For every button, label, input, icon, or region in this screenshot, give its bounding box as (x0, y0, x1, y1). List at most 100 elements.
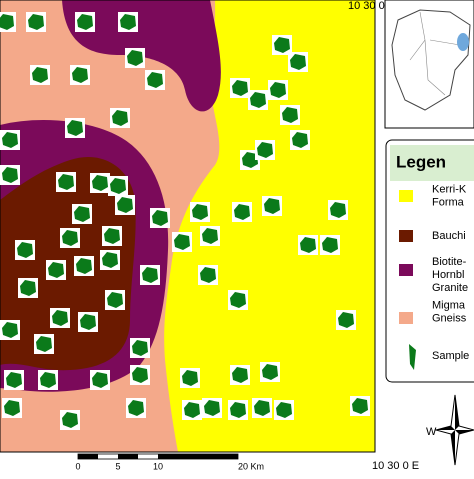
sample-marker (257, 142, 273, 158)
sample-marker (48, 262, 64, 278)
legend-label: Bauchi (432, 230, 466, 242)
legend-swatch (399, 190, 413, 202)
sample-marker (102, 252, 118, 268)
sample-marker (128, 400, 144, 416)
legend-label: Migma (432, 299, 466, 311)
sample-marker (192, 204, 208, 220)
country-outline (391, 9, 471, 111)
sample-marker (2, 322, 18, 338)
sample-marker (322, 237, 338, 253)
sample-marker (4, 400, 20, 416)
sample-marker (120, 14, 136, 30)
sample-marker (200, 267, 216, 283)
sample-marker (232, 80, 248, 96)
sample-marker (204, 400, 220, 416)
sample-marker (234, 204, 250, 220)
sample-marker (352, 398, 368, 414)
sample-marker (62, 230, 78, 246)
sample-marker (270, 82, 286, 98)
sample-marker (32, 67, 48, 83)
sample-marker (110, 178, 126, 194)
sample-marker (80, 314, 96, 330)
map-frame (0, 0, 376, 453)
sample-marker (132, 340, 148, 356)
state-boundaries (409, 11, 461, 96)
sample-marker (20, 280, 36, 296)
legend-title: Legen (396, 152, 446, 171)
bauchi-area (0, 156, 136, 371)
sample-marker (230, 402, 246, 418)
sample-marker (0, 14, 14, 30)
sample-marker (152, 210, 168, 226)
legend-swatch (399, 264, 413, 276)
legend-label: Gneiss (432, 312, 467, 324)
legend-label: Granite (432, 282, 468, 294)
compass: W (426, 394, 474, 466)
sample-marker (242, 152, 258, 168)
sample-marker (184, 402, 200, 418)
sample-marker (276, 402, 292, 418)
sample-marker (72, 67, 88, 83)
legend-swatch (399, 312, 413, 324)
legend-swatch (409, 344, 416, 370)
sample-marker (92, 372, 108, 388)
scale-labels: 0 5 10 20 Km (75, 461, 264, 471)
scale-label: 20 Km (238, 461, 264, 471)
legend-label: Kerri-K (432, 183, 467, 195)
sample-marker (67, 120, 83, 136)
sample-marker (132, 367, 148, 383)
sample-marker (142, 267, 158, 283)
scale-segment (158, 454, 238, 459)
sample-marker (36, 336, 52, 352)
sample-marker (282, 107, 298, 123)
sample-marker (330, 202, 346, 218)
latitude-label: 10 30 0 N (348, 0, 396, 12)
sample-marker (292, 132, 308, 148)
sample-marker (76, 258, 92, 274)
sample-marker (254, 400, 270, 416)
sample-marker (147, 72, 163, 88)
sample-marker (290, 54, 306, 70)
sample-marker (40, 372, 56, 388)
sample-marker (28, 14, 44, 30)
sample-marker (2, 132, 18, 148)
kerri-kerri-area (164, 0, 375, 452)
sample-marker (182, 370, 198, 386)
sample-marker (232, 367, 248, 383)
legend-label: Sample (432, 350, 469, 362)
sample-marker (52, 310, 68, 326)
sample-marker (127, 50, 143, 66)
sample-marker (117, 197, 133, 213)
sample-marker (58, 174, 74, 190)
sample-marker (250, 92, 266, 108)
sample-marker (202, 228, 218, 244)
scale-bar: 0 5 10 20 Km (75, 453, 264, 471)
legend-label: Biotite- (432, 256, 467, 268)
sample-marker (6, 372, 22, 388)
scale-label: 0 (75, 461, 80, 471)
scale-segment (118, 454, 138, 459)
inset-map (384, 0, 474, 129)
scale-label: 10 (153, 461, 163, 471)
sample-marker (274, 37, 290, 53)
sample-marker (17, 242, 33, 258)
sample-marker (92, 175, 108, 191)
legend-label: Hornbl (432, 269, 464, 281)
sample-marker (264, 198, 280, 214)
compass-rose-fill (436, 395, 474, 465)
sample-marker (230, 292, 246, 308)
sample-marker (104, 228, 120, 244)
legend-swatch (399, 230, 413, 242)
sample-marker (74, 206, 90, 222)
samples (0, 12, 370, 430)
sample-marker (2, 167, 18, 183)
sample-marker (338, 312, 354, 328)
sample-marker (77, 14, 93, 30)
sample-marker (107, 292, 123, 308)
study-area (457, 33, 469, 51)
sample-marker (262, 364, 278, 380)
